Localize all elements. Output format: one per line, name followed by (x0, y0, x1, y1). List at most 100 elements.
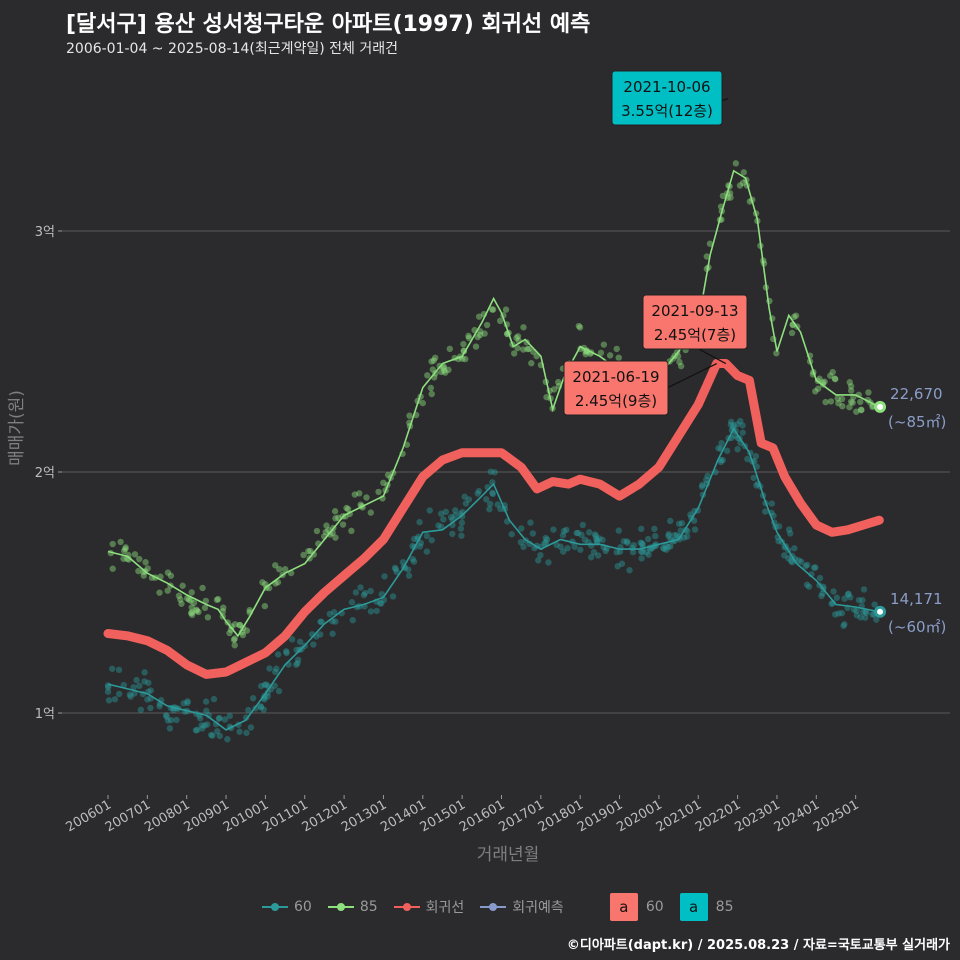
point-60 (618, 560, 626, 567)
point-60 (787, 557, 795, 565)
point-85 (117, 538, 124, 546)
point-85 (332, 515, 339, 522)
point-85 (120, 547, 128, 555)
point-85 (135, 567, 142, 575)
point-60 (489, 490, 497, 498)
point-60 (629, 548, 637, 556)
point-60 (781, 552, 788, 559)
legend-box-label-85: 85 (715, 899, 734, 915)
point-85 (736, 182, 744, 189)
point-60 (349, 616, 356, 624)
point-60 (744, 455, 751, 463)
point-85 (857, 398, 864, 406)
point-60 (775, 537, 782, 545)
point-85 (430, 357, 437, 364)
point-60 (728, 418, 735, 426)
point-60 (717, 458, 725, 466)
point-60 (166, 725, 174, 732)
point-60 (435, 522, 442, 529)
point-60 (416, 518, 423, 526)
y-tick-label: 1억 (35, 707, 55, 722)
point-60 (639, 541, 646, 548)
point-60 (126, 691, 134, 698)
point-85 (440, 367, 448, 374)
point-60 (167, 716, 175, 724)
point-60 (264, 693, 271, 700)
point-85 (201, 604, 209, 612)
point-85 (597, 349, 605, 357)
legend: 60 85 회귀선 회귀예측 a 60 a 85 (262, 893, 749, 921)
point-85 (122, 545, 129, 553)
point-60 (391, 564, 399, 572)
point-60 (739, 429, 746, 436)
point-60 (330, 609, 338, 616)
point-85 (227, 626, 235, 633)
point-85 (214, 595, 222, 603)
point-85 (739, 179, 747, 187)
point-60 (845, 590, 852, 597)
point-60 (145, 679, 152, 687)
point-60 (602, 547, 609, 555)
point-85 (213, 596, 221, 604)
point-60 (592, 532, 599, 540)
point-85 (429, 366, 437, 373)
point-60 (579, 521, 587, 529)
point-60 (616, 548, 624, 555)
point-60 (192, 727, 200, 734)
point-85 (348, 527, 355, 535)
annotation-date: 2021-06-19 (572, 368, 659, 386)
series-60-line (107, 426, 880, 731)
point-85 (164, 587, 171, 594)
point-85 (821, 378, 828, 385)
legend-item-60: 60 (262, 899, 312, 915)
point-60 (529, 530, 537, 537)
point-85 (300, 551, 307, 559)
point-85 (220, 604, 227, 611)
point-60 (381, 573, 388, 580)
point-60 (294, 656, 302, 664)
point-85 (839, 403, 846, 410)
point-60 (109, 665, 116, 672)
point-60 (317, 631, 324, 638)
point-60 (753, 482, 760, 489)
point-60 (373, 607, 380, 615)
point-60 (727, 421, 735, 429)
point-60 (859, 608, 867, 616)
y-axis-title: 매매가(원) (7, 390, 27, 466)
point-60 (104, 688, 112, 695)
point-60 (840, 622, 847, 630)
point-60 (288, 636, 296, 643)
point-85 (474, 333, 481, 341)
point-85 (822, 398, 829, 406)
point-85 (555, 378, 562, 386)
point-60 (537, 551, 544, 559)
point-85 (226, 629, 233, 637)
point-60 (263, 681, 270, 688)
point-60 (871, 601, 878, 608)
point-60 (389, 593, 397, 600)
point-60 (273, 665, 280, 672)
point-60 (663, 546, 670, 553)
point-60 (271, 682, 278, 689)
point-85 (615, 354, 622, 361)
point-85 (136, 555, 143, 563)
point-60 (136, 682, 143, 690)
point-60 (257, 704, 265, 711)
point-60 (428, 537, 435, 544)
point-60 (698, 483, 706, 490)
point-60 (144, 696, 151, 703)
point-60 (853, 611, 860, 619)
point-85 (187, 597, 194, 604)
point-60 (296, 638, 304, 645)
point-60 (615, 527, 622, 534)
point-60 (629, 544, 636, 551)
point-85 (812, 388, 819, 395)
point-85 (202, 597, 210, 605)
point-85 (190, 599, 198, 607)
legend-label-regression: 회귀선 (425, 900, 465, 916)
point-60 (141, 678, 148, 685)
point-85 (424, 372, 431, 379)
point-60 (437, 510, 445, 517)
point-85 (427, 384, 435, 392)
